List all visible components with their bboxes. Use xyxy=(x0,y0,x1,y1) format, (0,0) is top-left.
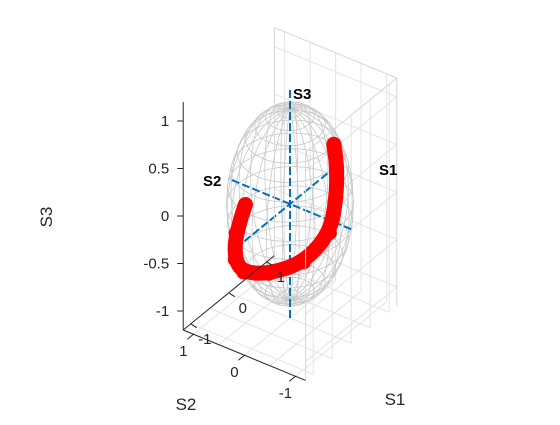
sphere-meridian xyxy=(231,108,291,301)
y-tick-mark xyxy=(289,375,296,382)
z-axis-label: S3 xyxy=(37,207,56,228)
sphere-meridian xyxy=(289,103,329,300)
axes-box xyxy=(177,27,398,382)
y-tick-label: 1 xyxy=(179,343,187,360)
z-tick-label: -1 xyxy=(156,303,169,320)
y-tick-label: 0 xyxy=(230,364,238,381)
z-tick-label: -0.5 xyxy=(143,256,169,273)
x-tick-mark xyxy=(228,292,236,298)
z-tick-label: 0.5 xyxy=(148,161,169,178)
z-tick-label: 0 xyxy=(161,208,169,225)
box-edge xyxy=(274,27,397,79)
y-tick-mark xyxy=(238,354,245,361)
tick-labels: -1 0 1 1 0 -1 1 0.5 0 -0.5 -1 xyxy=(143,113,292,402)
y-axis-line xyxy=(182,255,275,331)
box-edge xyxy=(305,77,398,153)
y-tick-label: -1 xyxy=(279,385,292,402)
trajectory-layer xyxy=(227,136,345,281)
sphere-meridian xyxy=(289,108,354,300)
trajectory-point xyxy=(261,266,276,281)
x-tick-label: -1 xyxy=(198,331,211,348)
grid-line xyxy=(274,93,397,145)
x-axis-label: S1 xyxy=(385,390,406,409)
sphere-meridian xyxy=(289,108,354,300)
trajectory-point xyxy=(329,190,344,205)
sphere-meridian xyxy=(226,108,291,300)
grid-layer xyxy=(190,31,398,377)
trajectory-point xyxy=(228,226,243,241)
sphere-meridian xyxy=(226,108,291,300)
sphere-meridian xyxy=(282,108,291,307)
s2-axis-line-label: S2 xyxy=(203,173,221,190)
sphere-meridian xyxy=(289,108,300,307)
x-tick-mark xyxy=(266,261,274,267)
sphere-meridian xyxy=(251,108,291,305)
x-tick-label: 1 xyxy=(277,269,285,286)
sphere-meridian xyxy=(266,108,291,306)
y-tick-mark xyxy=(187,333,194,340)
grid-line xyxy=(218,269,311,346)
x-tick-label: 0 xyxy=(239,300,247,317)
s1-axis-line-label: S1 xyxy=(379,162,397,179)
trajectory-point xyxy=(326,137,341,152)
trajectory-point xyxy=(329,160,344,175)
trajectory-point xyxy=(296,255,311,270)
y-axis-label: S2 xyxy=(176,395,197,414)
trajectory-point xyxy=(322,226,337,241)
x-tick-mark xyxy=(190,323,198,329)
trajectory-point xyxy=(238,197,253,212)
grid-line xyxy=(305,96,398,172)
trajectory-point xyxy=(227,252,242,267)
sphere-meridian xyxy=(289,108,350,301)
grid-line xyxy=(274,46,397,98)
sphere-meridian xyxy=(289,107,349,300)
s3-axis-line-label: S3 xyxy=(293,86,311,103)
z-tick-label: 1 xyxy=(161,113,169,130)
trajectory-point xyxy=(236,265,251,280)
